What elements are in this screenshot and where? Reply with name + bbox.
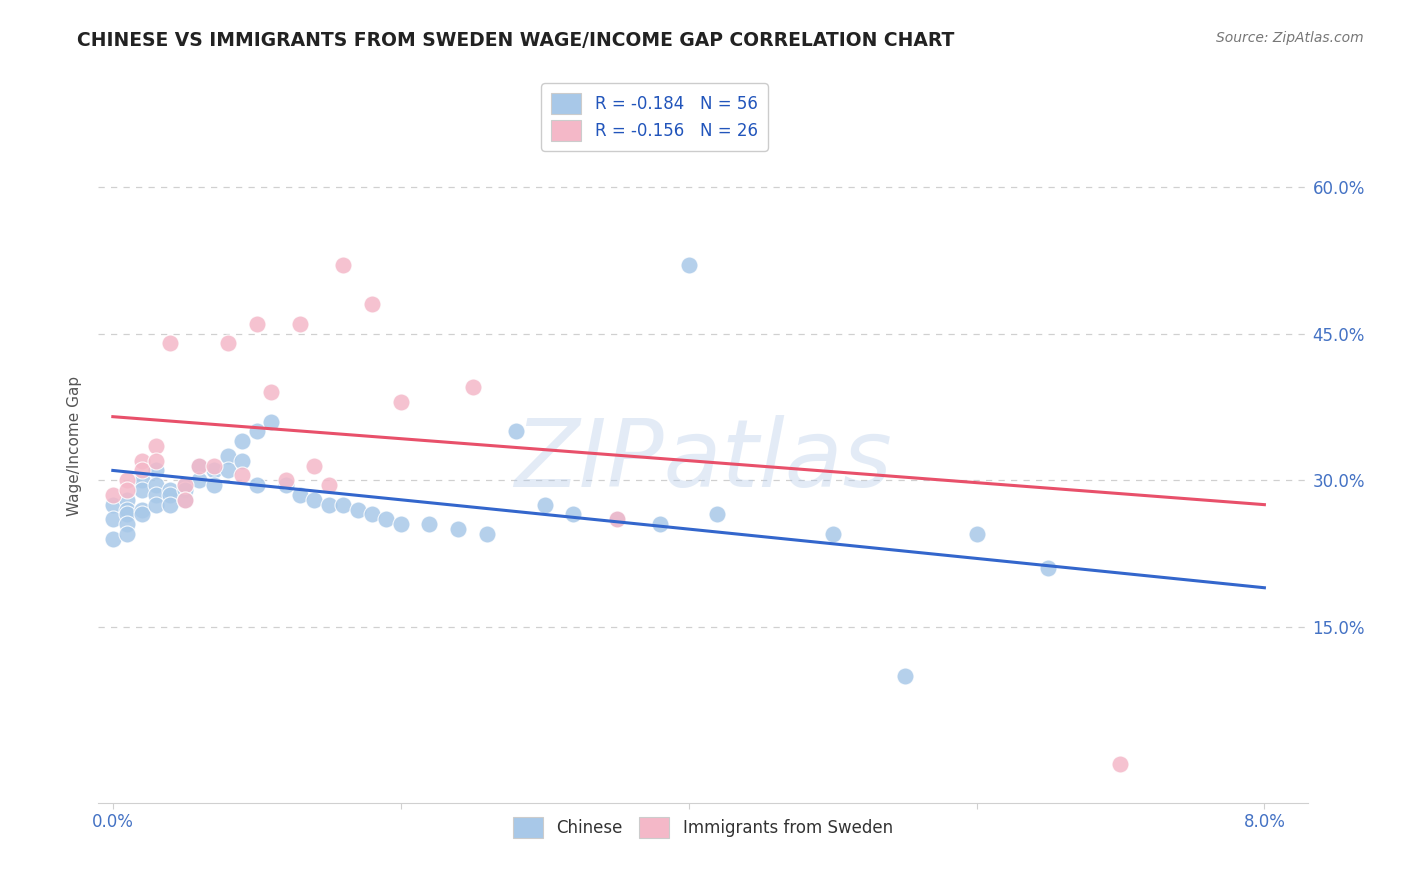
Point [115, 483, 138, 497]
Point [318, 478, 340, 492]
Point [606, 512, 628, 526]
Point [131, 483, 153, 497]
Point [131, 453, 153, 467]
Point [332, 498, 354, 512]
Point [202, 458, 225, 473]
Point [131, 463, 153, 477]
Text: CHINESE VS IMMIGRANTS FROM SWEDEN WAGE/INCOME GAP CORRELATION CHART: CHINESE VS IMMIGRANTS FROM SWEDEN WAGE/I… [77, 31, 955, 50]
Point [606, 512, 628, 526]
Point [101, 498, 124, 512]
Point [131, 502, 153, 516]
Point [202, 463, 225, 477]
Point [131, 473, 153, 487]
Point [246, 478, 269, 492]
Point [389, 517, 412, 532]
Point [346, 502, 368, 516]
Point [562, 508, 585, 522]
Point [173, 483, 195, 497]
Point [966, 527, 988, 541]
Point [332, 258, 354, 272]
Point [217, 463, 239, 477]
Point [231, 434, 253, 449]
Point [131, 508, 153, 522]
Point [375, 512, 398, 526]
Point [115, 473, 138, 487]
Point [173, 478, 195, 492]
Point [159, 498, 181, 512]
Point [217, 336, 239, 351]
Point [361, 508, 384, 522]
Point [202, 478, 225, 492]
Point [115, 517, 138, 532]
Point [115, 508, 138, 522]
Point [678, 258, 700, 272]
Point [1038, 561, 1060, 575]
Point [115, 492, 138, 507]
Point [821, 527, 844, 541]
Point [145, 463, 167, 477]
Point [188, 458, 211, 473]
Point [173, 492, 195, 507]
Point [217, 449, 239, 463]
Point [389, 395, 412, 409]
Text: Source: ZipAtlas.com: Source: ZipAtlas.com [1216, 31, 1364, 45]
Point [188, 473, 211, 487]
Point [246, 317, 269, 331]
Legend: Chinese, Immigrants from Sweden: Chinese, Immigrants from Sweden [506, 811, 900, 845]
Point [231, 453, 253, 467]
Point [260, 385, 283, 400]
Point [288, 317, 311, 331]
Point [159, 483, 181, 497]
Point [115, 527, 138, 541]
Point [173, 478, 195, 492]
Point [533, 498, 555, 512]
Point [505, 425, 527, 439]
Point [706, 508, 728, 522]
Point [274, 478, 297, 492]
Point [145, 453, 167, 467]
Point [159, 336, 181, 351]
Point [115, 502, 138, 516]
Point [475, 527, 498, 541]
Point [1109, 756, 1132, 771]
Point [173, 492, 195, 507]
Point [447, 522, 470, 536]
Point [361, 297, 384, 311]
Point [318, 498, 340, 512]
Point [145, 488, 167, 502]
Point [304, 458, 326, 473]
Point [101, 512, 124, 526]
Y-axis label: Wage/Income Gap: Wage/Income Gap [67, 376, 83, 516]
Point [188, 458, 211, 473]
Point [648, 517, 671, 532]
Point [231, 468, 253, 483]
Point [145, 498, 167, 512]
Point [145, 439, 167, 453]
Point [461, 380, 484, 394]
Point [288, 488, 311, 502]
Point [274, 473, 297, 487]
Point [246, 425, 269, 439]
Point [101, 488, 124, 502]
Point [101, 532, 124, 546]
Point [893, 669, 915, 683]
Point [418, 517, 440, 532]
Point [159, 488, 181, 502]
Point [304, 492, 326, 507]
Text: ZIPatlas: ZIPatlas [515, 415, 891, 506]
Point [145, 478, 167, 492]
Point [260, 415, 283, 429]
